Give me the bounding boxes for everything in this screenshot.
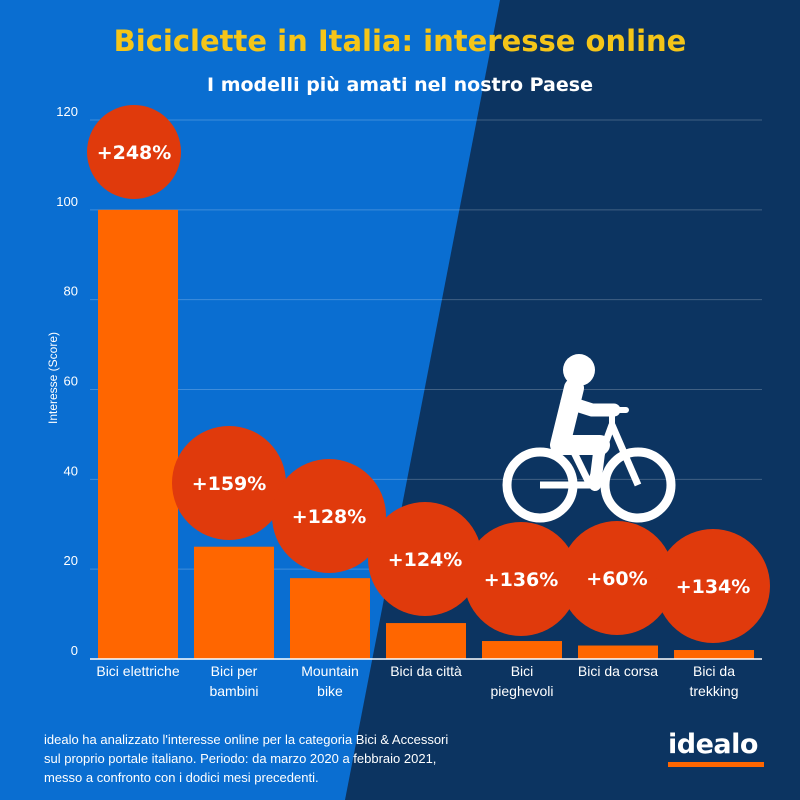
bar (578, 645, 658, 659)
growth-label: +134% (676, 576, 751, 598)
chart-title: Biciclette in Italia: interesse online (113, 24, 687, 58)
y-tick-label: 60 (64, 374, 78, 389)
growth-bubble (87, 105, 181, 199)
growth-bubble (172, 426, 286, 540)
x-axis-labels: Bici elettriche Bici per bambini Mountain bi… (96, 663, 738, 699)
bars (98, 209, 754, 660)
footnote: idealo ha analizzato l'interesse online … (44, 730, 604, 787)
bar (386, 623, 466, 659)
x-tick-label: Bici per (211, 663, 258, 679)
footnote-line: idealo ha analizzato l'interesse online … (44, 732, 449, 747)
growth-bubble (368, 502, 482, 616)
x-tick-label: Bici elettriche (96, 663, 179, 679)
growth-label: +128% (292, 506, 367, 528)
x-tick-label: Bici da (693, 663, 735, 679)
x-tick-label: trekking (689, 683, 738, 699)
y-tick-label: 120 (56, 104, 78, 119)
y-tick-label: 40 (64, 463, 78, 478)
x-tick-label: bambini (209, 683, 258, 699)
idealo-logo: idealo (668, 730, 768, 767)
logo-text: idealo (668, 729, 758, 760)
growth-bubble (656, 529, 770, 643)
growth-bubble (272, 459, 386, 573)
y-tick-label: 100 (56, 194, 78, 209)
x-tick-label: Bici (511, 663, 534, 679)
footnote-line: sul proprio portale italiano. Periodo: d… (44, 751, 437, 766)
logo-underline (668, 762, 764, 767)
cyclist-icon (502, 354, 676, 523)
growth-bubbles: +248% +159% +128% +124% +136% +60% +134% (87, 105, 770, 643)
bar (290, 578, 370, 659)
growth-label: +124% (388, 549, 463, 571)
growth-label: +60% (586, 568, 647, 590)
x-tick-label: bike (317, 683, 343, 699)
y-tick-label: 0 (71, 643, 78, 658)
growth-label: +136% (484, 569, 559, 591)
x-tick-label: Bici da città (390, 663, 462, 679)
y-tick-label: 80 (64, 284, 78, 299)
bar (194, 546, 274, 659)
y-axis-ticks: 0 20 40 60 80 100 120 (56, 104, 78, 658)
y-axis-label: Interesse (Score) (46, 332, 60, 424)
x-tick-label: Bici da corsa (578, 663, 658, 679)
footnote-line: messo a confronto con i dodici mesi prec… (44, 770, 319, 785)
growth-bubble (464, 522, 578, 636)
bar (482, 641, 562, 659)
growth-label: +248% (97, 142, 172, 164)
growth-bubble (560, 521, 674, 635)
growth-label: +159% (192, 473, 267, 495)
bar (674, 650, 754, 659)
x-tick-label: Mountain (301, 663, 359, 679)
y-tick-label: 20 (64, 553, 78, 568)
bar (98, 209, 178, 660)
x-tick-label: pieghevoli (490, 683, 553, 699)
chart-subtitle: I modelli più amati nel nostro Paese (207, 74, 593, 96)
